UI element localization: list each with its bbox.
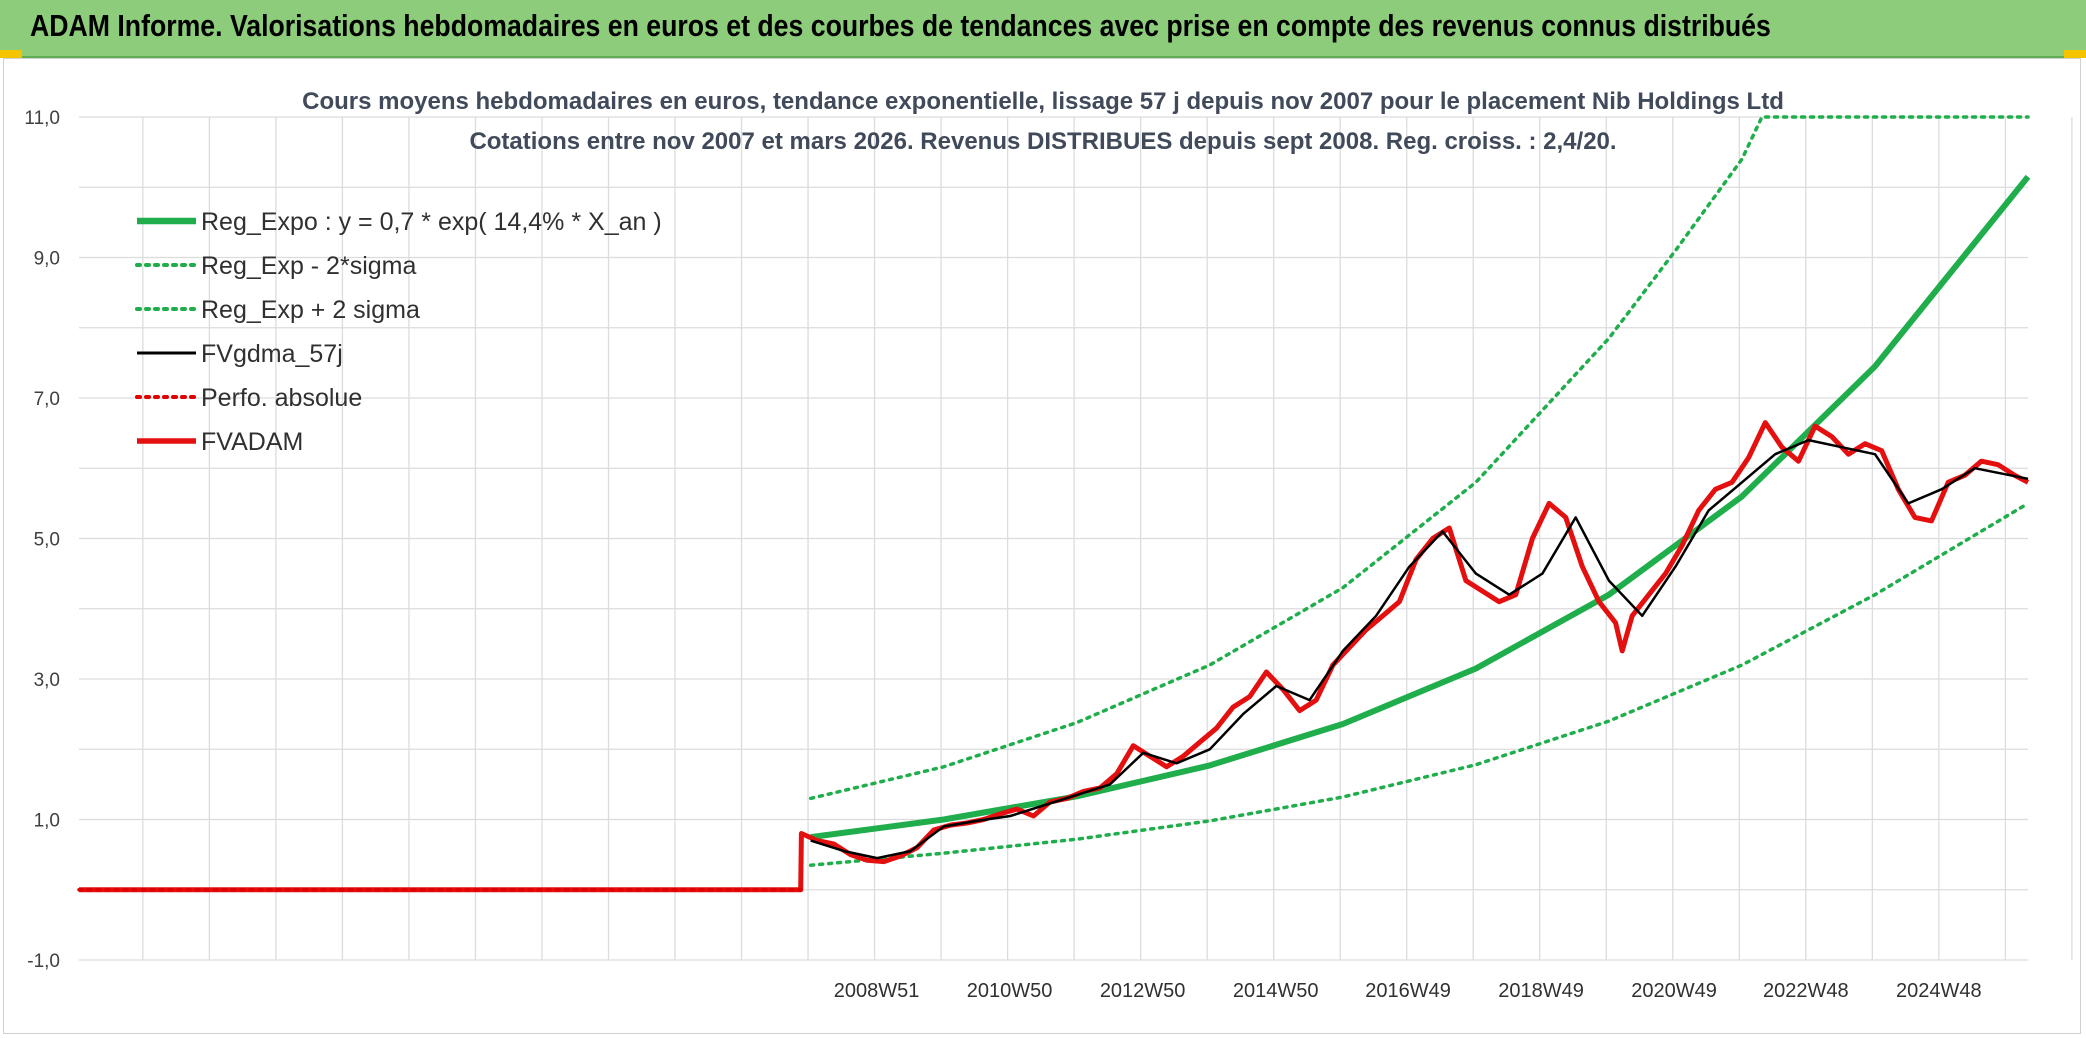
x-tick-label: 2010W50 xyxy=(967,980,1053,1002)
series-line-reg-expo-y-0-7-exp-14-4-x-an xyxy=(810,174,2031,841)
legend-entry-label: FVgdma_57j xyxy=(201,340,343,368)
series-line-reg-exp-2-sigma xyxy=(808,115,2030,801)
chart-frame xyxy=(3,58,2081,1034)
x-tick-label: 2024W48 xyxy=(1896,980,1982,1002)
chart-title-line1: Cours moyens hebdomadaires en euros, ten… xyxy=(302,88,1784,115)
chart-title-line2: Cotations entre nov 2007 et mars 2026. R… xyxy=(469,128,1616,155)
y-tick-label: 5,0 xyxy=(34,530,60,551)
legend-entry-label: Reg_Expo : y = 0,7 * exp( 14,4% * X_an ) xyxy=(201,208,662,236)
y-tick-label: 7,0 xyxy=(34,389,60,410)
series-line-reg-exp-2-sigma xyxy=(808,501,2030,867)
x-tick-label: 2020W49 xyxy=(1631,980,1717,1002)
axis-labels: -1,0 1,0 3,0 5,0 7,0 9,0 11,0 2008W51 2010W50 201… xyxy=(24,108,1981,1002)
report-banner: ADAM Informe. Valorisations hebdomadaire… xyxy=(0,0,2086,58)
banner-corner-accent-right xyxy=(2064,50,2086,58)
x-tick-label: 2016W49 xyxy=(1365,980,1451,1002)
banner-corner-accent-left xyxy=(0,50,22,58)
x-tick-label: 2014W50 xyxy=(1233,980,1319,1002)
x-tick-label: 2012W50 xyxy=(1100,980,1186,1002)
series-layer xyxy=(77,115,2031,893)
grid-layer xyxy=(79,116,2073,961)
y-tick-label: -1,0 xyxy=(27,951,60,972)
legend-entry-label: Reg_Exp + 2 sigma xyxy=(201,296,420,324)
x-tick-label: 2008W51 xyxy=(834,980,920,1002)
x-tick-label: 2018W49 xyxy=(1498,980,1584,1002)
legend-entry-label: FVADAM xyxy=(201,428,303,456)
legend-entry-label: Reg_Exp - 2*sigma xyxy=(201,252,416,280)
y-tick-label: 11,0 xyxy=(24,108,60,129)
y-tick-label: 3,0 xyxy=(34,670,60,691)
y-tick-label: 9,0 xyxy=(34,249,60,270)
series-line-fvgdma-57j xyxy=(810,438,2029,860)
legend-entry-label: Perfo. absolue xyxy=(201,384,362,412)
report-title: ADAM Informe. Valorisations hebdomadaire… xyxy=(30,8,1771,43)
y-tick-label: 1,0 xyxy=(34,811,60,832)
legend: Reg_Expo : y = 0,7 * exp( 14,4% * X_an )… xyxy=(135,208,662,456)
x-tick-label: 2022W48 xyxy=(1763,980,1849,1002)
